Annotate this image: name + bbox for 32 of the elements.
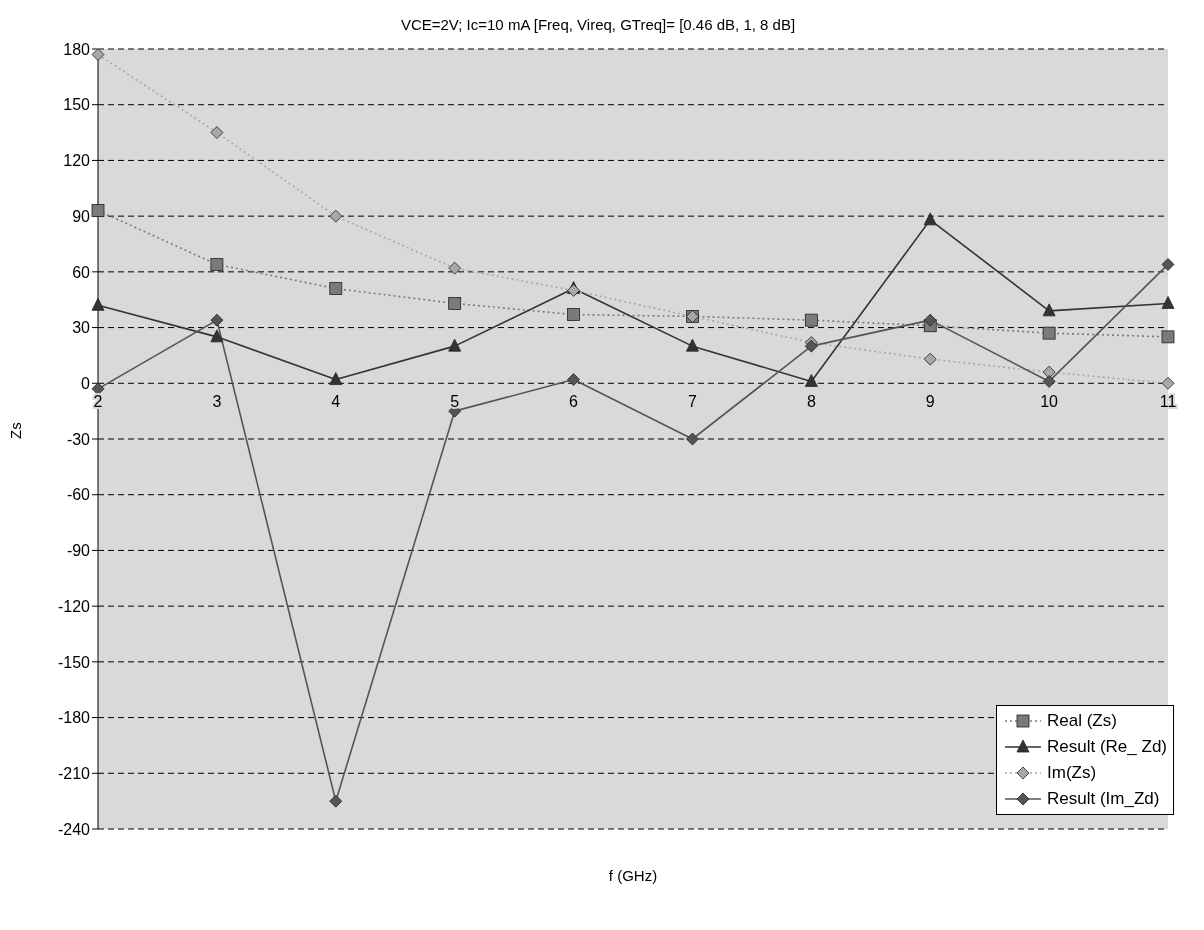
- x-tick-label: 3: [212, 393, 222, 411]
- legend-label: Result (Re_ Zd): [1047, 736, 1167, 758]
- y-tick-label: 90: [72, 207, 91, 225]
- y-tick-label: 60: [72, 263, 91, 281]
- y-tick-label: -240: [57, 820, 91, 838]
- x-tick-label: 4: [331, 393, 341, 411]
- legend-label: Result (Im_Zd): [1047, 788, 1160, 810]
- x-tick-label: 7: [687, 393, 697, 411]
- x-tick-label: 9: [925, 393, 935, 411]
- y-tick-label: -30: [66, 430, 91, 448]
- y-tick-label: 150: [63, 96, 91, 114]
- chart-title: VCE=2V; Ic=10 mA [Freq, Vireq, GTreq]= [0.46 dB, 1, 8 dB]: [399, 15, 797, 35]
- x-tick-label: 10: [1040, 393, 1059, 411]
- x-tick-label: 5: [450, 393, 460, 411]
- y-tick-label: -120: [57, 597, 91, 615]
- x-tick-label: 8: [806, 393, 816, 411]
- y-tick-label: -180: [57, 709, 91, 727]
- y-tick-label: -150: [57, 653, 91, 671]
- legend-label: Im(Zs): [1047, 762, 1097, 784]
- legend-label: Real (Zs): [1047, 710, 1117, 732]
- y-tick-label: 30: [72, 319, 91, 337]
- y-tick-label: 0: [81, 374, 91, 392]
- y-tick-label: -60: [66, 486, 91, 504]
- y-tick-label: 120: [63, 152, 91, 170]
- x-axis-title: f (GHz): [608, 867, 658, 884]
- y-tick-label: -90: [66, 542, 91, 560]
- x-tick-label: 2: [93, 393, 103, 411]
- y-tick-label: 180: [63, 40, 91, 58]
- x-tick-label: 11: [1159, 393, 1177, 411]
- y-axis-title: Zs: [7, 422, 25, 439]
- x-tick-label: 6: [569, 393, 579, 411]
- y-tick-label: -210: [57, 764, 91, 782]
